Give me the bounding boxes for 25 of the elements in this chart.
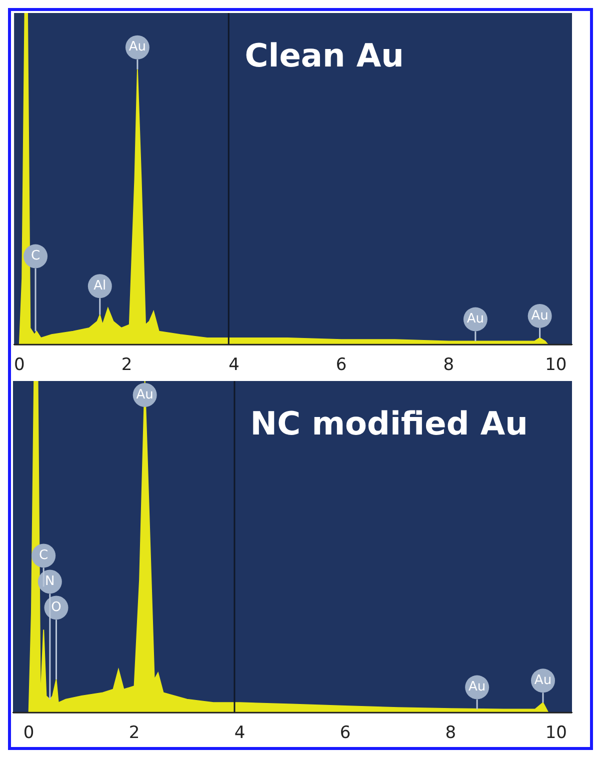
x-tick-label: 0 (14, 355, 25, 376)
x-tick-label: 0 (23, 723, 34, 744)
x-tick-label: 6 (336, 355, 347, 376)
text: Clean Au (244, 36, 404, 74)
annotation: Au (468, 680, 486, 695)
annotation: N (45, 574, 55, 590)
x-tick-label: 4 (228, 355, 240, 376)
x-tick-label: 10 (545, 723, 567, 744)
annotation: C (39, 548, 48, 564)
text: NC modified Au (250, 404, 528, 442)
annotation: Au (531, 308, 548, 324)
annotation: O (51, 600, 62, 616)
annotation: Au (128, 40, 146, 55)
x-tick-label: 6 (340, 723, 351, 744)
x-tick-label: 8 (445, 723, 456, 744)
x-tick-label: 10 (545, 355, 567, 376)
annotation: Al (94, 278, 106, 294)
annotation: Au (534, 673, 552, 688)
x-tick-label: 8 (443, 355, 454, 376)
x-tick-label: 2 (121, 355, 132, 376)
annotation: C (30, 248, 40, 264)
annotation: Au (466, 312, 484, 327)
x-tick-label: 2 (128, 723, 140, 744)
annotation: Au (136, 387, 154, 402)
x-tick-label: 4 (234, 723, 246, 744)
